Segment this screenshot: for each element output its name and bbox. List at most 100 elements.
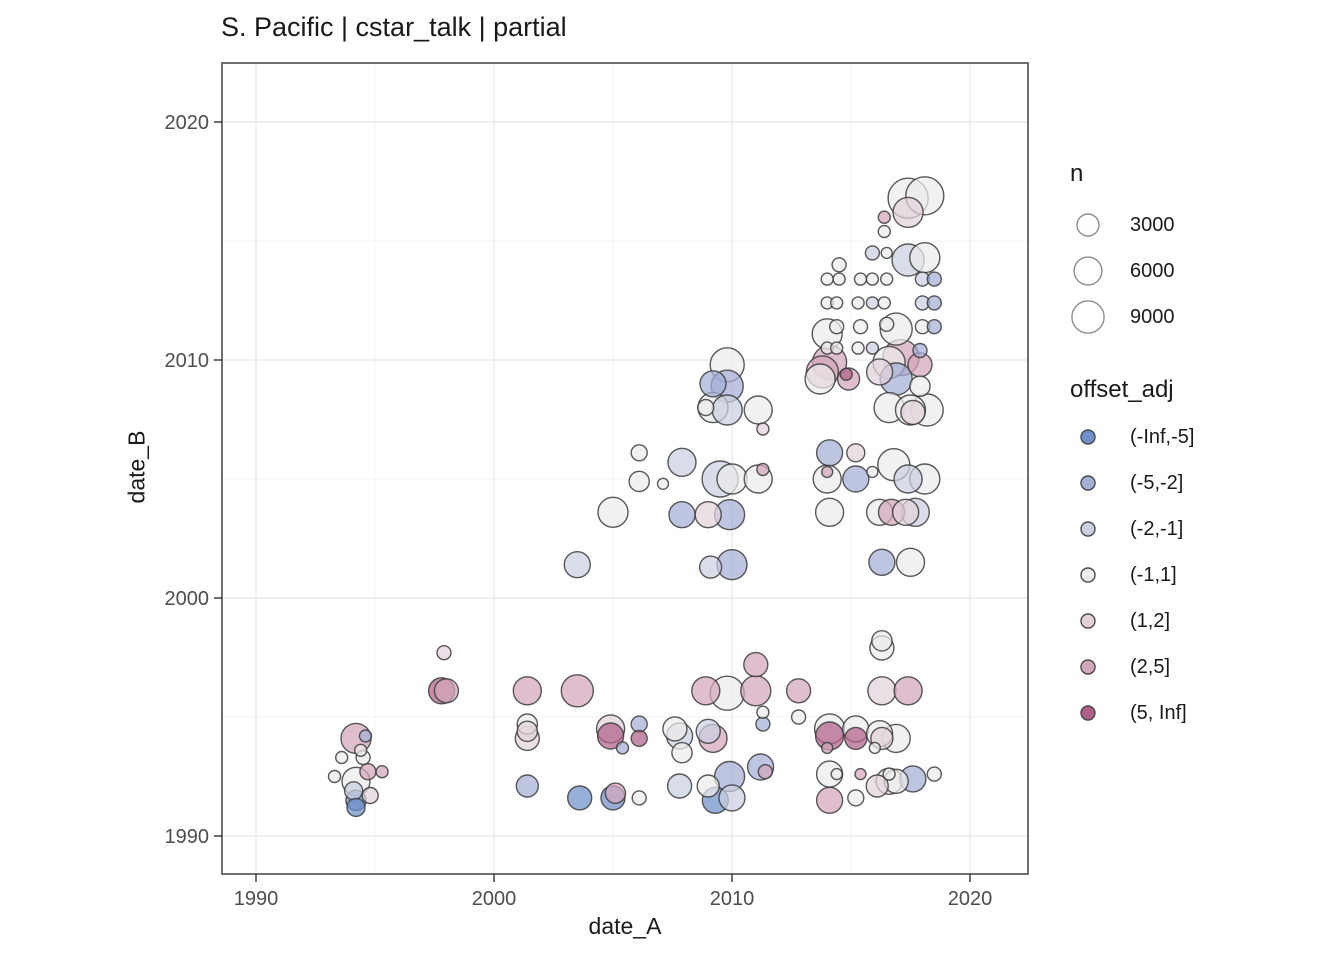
color-legend-dot [1066, 563, 1110, 587]
data-point [711, 394, 743, 426]
data-point [691, 676, 721, 706]
data-point [846, 443, 866, 463]
size-legend-title: n [1070, 160, 1084, 187]
data-point [656, 477, 670, 490]
data-point [864, 245, 881, 261]
data-point [842, 465, 870, 493]
data-point [756, 422, 770, 436]
data-point [866, 465, 879, 479]
data-point [821, 465, 834, 479]
data-point [697, 398, 715, 417]
x-axis-title: date_A [588, 913, 662, 939]
data-point [512, 676, 542, 706]
color-legend-dot [1066, 471, 1110, 495]
data-point [892, 498, 920, 526]
data-point [718, 784, 746, 812]
data-point [604, 782, 627, 805]
data-point [893, 464, 923, 494]
data-point [630, 729, 648, 748]
data-point [832, 272, 846, 286]
data-point [436, 645, 452, 661]
size-legend-item: 6000 [1066, 248, 1336, 294]
data-point [868, 741, 881, 755]
data-point [756, 462, 770, 477]
size-legend-circle [1066, 251, 1110, 291]
color-legend-title: offset_adj [1070, 376, 1174, 403]
data-point [695, 718, 721, 744]
data-point [743, 395, 773, 425]
data-point [830, 767, 843, 781]
legend-panel: n 3000 6000 9000 offset_adj (-Inf,-5] (-… [1066, 160, 1336, 736]
data-point [743, 651, 769, 678]
color-legend-item: (-1,1] [1066, 552, 1336, 598]
data-point [877, 296, 891, 310]
data-point [909, 242, 941, 274]
data-point [879, 316, 895, 332]
data-point [696, 774, 720, 798]
data-point [666, 773, 693, 799]
data-point [839, 367, 853, 381]
data-point [790, 709, 807, 725]
data-point [716, 463, 748, 495]
data-point [865, 358, 894, 386]
data-point [847, 789, 865, 807]
data-point [854, 767, 867, 781]
data-point [926, 766, 942, 782]
data-point [844, 726, 868, 751]
color-legend-dot [1066, 701, 1110, 725]
panel-border [221, 62, 1029, 875]
size-legend-label: 9000 [1130, 305, 1175, 328]
data-point [563, 551, 591, 579]
y-tick-label: 1990 [165, 826, 210, 848]
color-legend-item: (5, Inf] [1066, 690, 1336, 736]
data-point [597, 496, 629, 528]
x-tick-label: 1990 [234, 888, 279, 910]
data-point [515, 774, 539, 798]
data-point [851, 341, 865, 355]
data-point [667, 447, 697, 477]
data-point [851, 296, 865, 310]
data-point [831, 257, 847, 273]
color-legend-label: (5, Inf] [1130, 701, 1187, 724]
data-point [698, 555, 723, 579]
data-point [631, 790, 647, 806]
data-point [699, 370, 727, 398]
size-legend: 3000 6000 9000 [1066, 202, 1336, 340]
data-point [868, 548, 896, 576]
data-point [335, 750, 349, 765]
size-legend-circle [1066, 205, 1110, 245]
data-point [596, 722, 625, 750]
data-point [829, 319, 845, 335]
size-legend-item: 9000 [1066, 294, 1336, 340]
y-axis-title: date_B [123, 430, 150, 504]
data-point [815, 786, 844, 814]
data-point [785, 678, 812, 704]
data-point [740, 675, 772, 707]
data-point [912, 342, 928, 359]
color-legend-item: (2,5] [1066, 644, 1336, 690]
color-legend-label: (2,5] [1130, 655, 1171, 678]
data-point [628, 470, 651, 493]
data-point [865, 774, 889, 798]
data-point [375, 765, 389, 779]
color-legend-dot [1066, 425, 1110, 449]
data-point [882, 767, 896, 781]
data-point [615, 741, 630, 755]
x-tick-label: 2010 [710, 888, 755, 910]
data-point [343, 781, 364, 801]
data-point [560, 674, 594, 708]
y-tick-label: 2020 [165, 112, 210, 134]
x-tick-label: 2000 [472, 888, 517, 910]
color-legend-label: (-1,1] [1130, 563, 1177, 586]
color-legend-item: (1,2] [1066, 598, 1336, 644]
color-legend-dot [1066, 517, 1110, 541]
data-point [895, 547, 926, 577]
color-legend-dot [1066, 609, 1110, 633]
data-point [820, 272, 834, 286]
data-point [662, 716, 688, 742]
x-tick-label: 2020 [948, 888, 993, 910]
data-point [757, 764, 773, 780]
color-legend-label: (-5,-2] [1130, 471, 1184, 494]
data-point [830, 341, 844, 355]
data-point [630, 444, 648, 462]
